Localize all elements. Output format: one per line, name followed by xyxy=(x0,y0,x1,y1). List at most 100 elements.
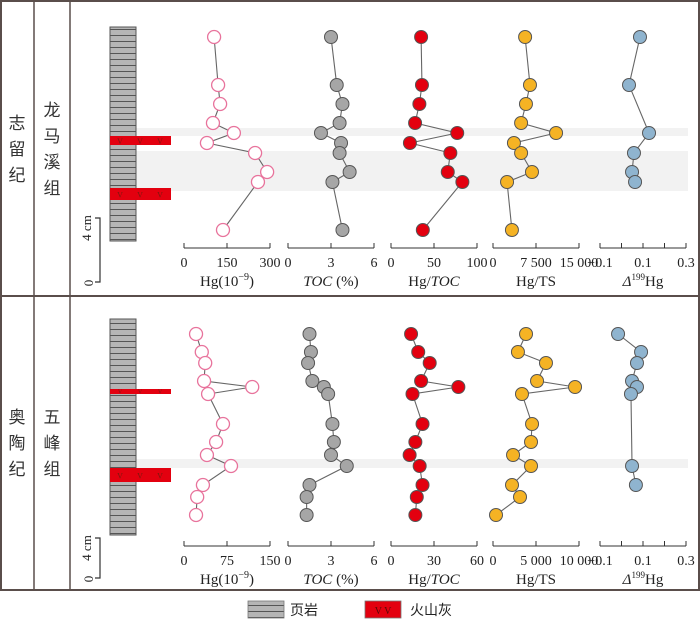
x-tick-label: 0 xyxy=(181,256,188,271)
x-tick-label: 0 xyxy=(490,256,497,271)
data-point xyxy=(305,374,320,388)
data-point xyxy=(626,146,641,160)
series-line xyxy=(319,36,351,231)
x-tick-label: 100 xyxy=(467,256,488,271)
period-label-char: 陶 xyxy=(9,434,26,454)
section-ordovician: 奥陶纪 五峰组 V V V V V V 0 4 cm 0 75 150 Hg(10−9) 0 3 6 TOC (%… xyxy=(9,318,695,588)
data-point xyxy=(623,387,638,401)
panel-hg-toc: 0 50 100 Hg/TOC xyxy=(388,30,488,290)
data-point xyxy=(199,447,215,463)
legend-ash-swatch xyxy=(364,600,402,619)
period-label-char: 奥 xyxy=(9,408,26,428)
data-point xyxy=(196,373,212,389)
legend-shale-swatch xyxy=(247,600,285,619)
panel-hg-ts: 0 7 500 15 000 Hg/TS xyxy=(490,30,598,290)
data-point xyxy=(642,126,657,140)
data-point xyxy=(514,387,529,401)
ash-symbol: V xyxy=(157,472,163,481)
data-point xyxy=(321,387,336,401)
ash-symbol: V xyxy=(137,191,143,200)
data-point xyxy=(402,136,417,150)
data-point xyxy=(198,355,213,371)
data-point xyxy=(538,356,553,370)
period-label-char: 纪 xyxy=(9,460,26,480)
data-point xyxy=(412,459,427,473)
data-point xyxy=(415,223,430,237)
volcanic-ash-layer xyxy=(110,468,171,482)
data-point xyxy=(200,386,216,402)
data-point xyxy=(324,30,338,44)
highlight-band xyxy=(136,459,688,468)
scale-bar-label: 4 cm xyxy=(79,215,94,241)
data-point xyxy=(519,327,534,341)
shale-column xyxy=(109,26,137,242)
data-point xyxy=(335,223,350,237)
scale-bar-label: 4 cm xyxy=(79,535,94,561)
ash-symbol: V xyxy=(138,390,143,396)
x-axis-title: Δ199Hg xyxy=(622,570,664,588)
x-tick-label: 3 xyxy=(328,554,335,569)
data-point xyxy=(190,489,205,505)
x-tick-label: 0.3 xyxy=(677,554,695,569)
data-point xyxy=(455,175,470,189)
x-axis-title: Δ199Hg xyxy=(622,272,664,290)
data-point xyxy=(522,78,537,92)
data-point xyxy=(332,116,347,130)
data-point xyxy=(408,508,423,522)
data-point xyxy=(405,387,420,401)
period-label-char: 留 xyxy=(9,140,26,160)
panel-hg-ts: 0 5 000 10 000 Hg/TS xyxy=(489,327,598,588)
x-tick-label: 0 xyxy=(285,256,292,271)
data-point xyxy=(408,435,423,449)
series-line xyxy=(506,36,559,231)
data-point xyxy=(412,97,427,111)
x-axis-title: Hg/TOC xyxy=(408,274,460,290)
x-tick-label: 6 xyxy=(371,554,378,569)
period-label-char: 纪 xyxy=(9,166,26,186)
x-tick-label: 0 xyxy=(181,554,188,569)
data-point xyxy=(628,478,643,492)
data-point xyxy=(326,435,341,449)
data-point xyxy=(611,327,626,341)
data-point xyxy=(622,78,637,92)
ash-symbol: V xyxy=(158,390,163,396)
data-point xyxy=(524,435,539,449)
x-tick-label: −0.1 xyxy=(587,256,612,271)
data-point xyxy=(245,379,260,395)
scale-bar-zero: 0 xyxy=(81,576,96,583)
data-point xyxy=(223,458,239,474)
data-point xyxy=(411,345,426,359)
data-point xyxy=(414,78,429,92)
data-point xyxy=(301,356,316,370)
data-point xyxy=(408,116,423,130)
data-point xyxy=(195,477,211,493)
data-point xyxy=(199,135,215,151)
legend-ash-label: 火山灰 xyxy=(410,603,452,619)
ash-symbol: V xyxy=(117,191,123,200)
data-point xyxy=(514,146,529,160)
data-point xyxy=(325,417,340,431)
x-axis-title: Hg(10−9) xyxy=(200,570,254,588)
x-tick-label: 0.1 xyxy=(634,554,652,569)
x-tick-label: 0.1 xyxy=(634,256,652,271)
x-tick-label: 0 xyxy=(490,554,497,569)
panel-d199hg: −0.1 0.1 0.3 Δ199Hg xyxy=(587,327,695,588)
scale-bar xyxy=(95,217,101,283)
data-point xyxy=(215,416,231,432)
x-tick-label: 75 xyxy=(220,554,234,569)
formation-label-char: 组 xyxy=(44,179,61,199)
data-point xyxy=(409,490,424,504)
data-point xyxy=(205,115,221,131)
data-point xyxy=(404,327,419,341)
data-point xyxy=(450,126,465,140)
formation-label-char: 五 xyxy=(44,408,61,428)
scale-bar-zero: 0 xyxy=(81,280,96,287)
series-line xyxy=(409,36,464,231)
x-tick-label: 0 xyxy=(388,554,395,569)
data-point xyxy=(504,223,519,237)
data-point xyxy=(247,145,263,161)
x-tick-label: 0 xyxy=(285,554,292,569)
legend-shale-label: 页岩 xyxy=(290,603,318,619)
data-point xyxy=(524,165,539,179)
